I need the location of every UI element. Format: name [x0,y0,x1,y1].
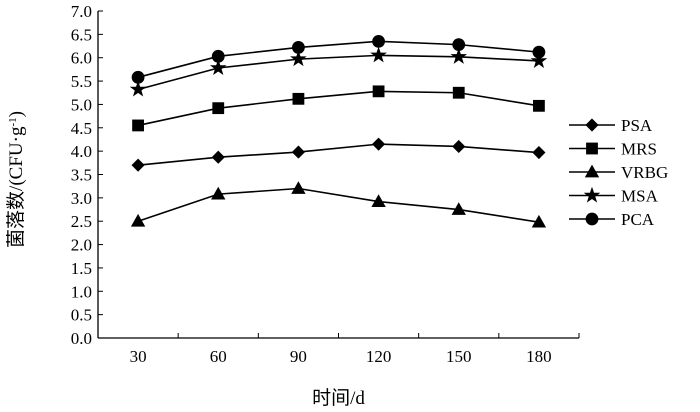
y-tick-label: 5.0 [71,95,92,114]
legend-marker-mrs [586,142,598,155]
data-point-psa [211,150,225,164]
y-tick-label: 0.5 [71,306,92,325]
y-tick-label: 6.0 [71,49,92,68]
data-point-mrs [452,86,465,99]
series-mrs [132,85,545,132]
series-vrbg [130,181,547,228]
y-tick-label: 5.5 [71,72,92,91]
data-point-mrs [132,119,144,132]
legend-marker-pca [585,212,599,226]
series-line-msa [137,54,539,91]
data-point-pca [131,70,145,84]
data-point-msa [290,50,307,67]
data-point-msa [129,80,147,97]
y-axis-title-main: 菌落数/(CFU·g [5,126,27,248]
x-tick-label: 30 [130,347,147,366]
legend-item-msa: MSA [569,187,659,206]
x-tick-label: 120 [366,347,392,366]
data-point-pca [532,45,546,59]
y-tick-label: 2.5 [71,212,92,231]
series-line-pca [137,40,539,79]
y-tick-label: 0.0 [71,329,92,348]
y-tick-label: 3.5 [71,166,92,185]
legend-label: MRS [621,140,657,159]
data-point-vrbg [291,181,306,194]
legend-marker-psa [585,118,599,132]
data-point-psa [452,139,466,154]
y-axis-title-sup: -1 [7,117,19,126]
data-point-psa [532,145,546,160]
data-point-pca [372,34,385,48]
legend-label: PSA [621,116,653,135]
data-point-msa [370,46,387,63]
y-tick-label: 1.0 [71,282,92,301]
legend-item-vrbg: VRBG [569,163,668,182]
y-tick-label: 4.5 [71,119,92,138]
series-line-mrs [137,90,540,127]
data-point-vrbg [531,214,547,228]
y-tick-label: 1.5 [71,259,92,278]
x-tick-label: 150 [446,347,472,366]
x-tick-label: 90 [290,347,307,366]
data-point-vrbg [130,213,146,227]
data-point-msa [209,59,227,76]
series-pca [131,34,546,84]
legend-item-mrs: MRS [569,140,657,159]
y-tick-label: 3.0 [71,189,92,208]
legend-marker-vrbg [584,164,600,178]
y-tick-label: 2.0 [71,236,92,255]
y-tick-label: 6.5 [71,25,92,44]
legend-marker-msa [583,186,601,203]
legend-label: VRBG [621,163,668,182]
series-msa [129,46,548,97]
data-point-mrs [533,99,545,112]
y-tick-label: 4.0 [71,142,92,161]
data-point-mrs [292,92,305,105]
data-point-psa [291,145,305,159]
x-axis-title: 时间/d [312,387,365,409]
y-axis-ticks: 0.0 0.5 1.0 1.5 2.0 2.5 3.0 3.5 4.0 4.5 5.0 5.5 6.0 6… [71,2,103,348]
legend-label: MSA [621,187,659,206]
x-axis-ticks: 30 60 90 120 150 180 [97,333,580,366]
data-point-pca [452,38,466,52]
data-point-pca [292,41,305,54]
data-point-mrs [212,102,225,115]
series-layer [129,34,548,228]
series-line-psa [138,143,539,166]
data-point-psa [131,158,145,172]
data-point-mrs [372,85,385,98]
series-psa [131,137,546,172]
legend-item-psa: PSA [569,116,653,135]
data-point-psa [372,137,386,151]
legend-item-pca: PCA [569,210,655,229]
legend: PSA MRS VRBG MSA PCA [569,116,668,229]
data-point-vrbg [451,202,466,215]
legend-label: PCA [621,210,655,229]
series-line-vrbg [137,187,540,223]
data-point-msa [530,52,548,69]
y-axis-title-tail: ) [6,111,27,117]
y-tick-label: 7.0 [71,2,92,21]
data-point-vrbg [211,186,226,200]
x-tick-label: 60 [210,347,227,366]
y-axis-title: 菌落数/(CFU·g-1) [5,111,27,248]
data-point-vrbg [371,194,386,207]
data-point-pca [211,49,225,63]
data-point-msa [450,48,468,64]
x-tick-label: 180 [526,347,552,366]
